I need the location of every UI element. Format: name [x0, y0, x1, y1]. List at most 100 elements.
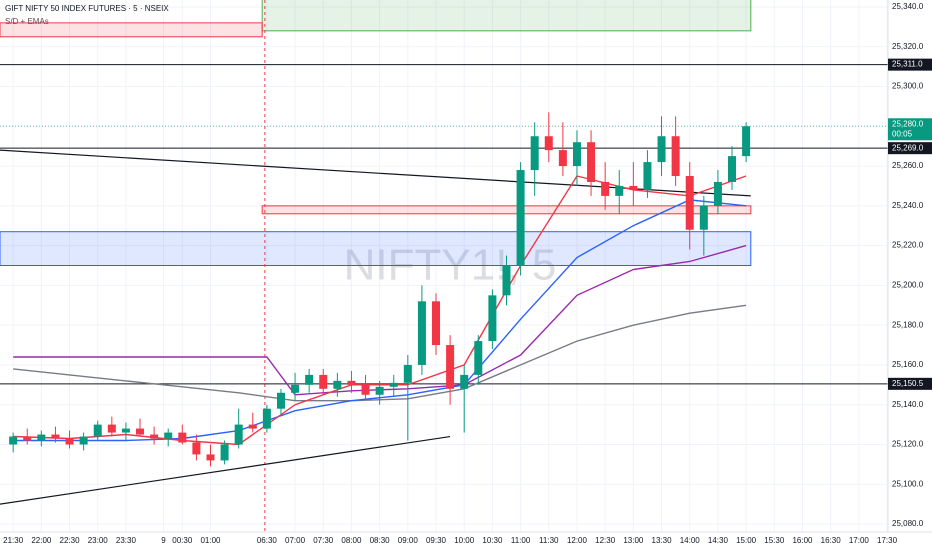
x-tick-label: 12:30: [595, 536, 616, 545]
candle-body: [432, 301, 441, 346]
x-tick-label: 16:00: [792, 536, 813, 545]
x-tick-label: 9: [161, 536, 166, 545]
candle-body: [333, 380, 342, 389]
plot-area: NIFTY1!, 5: [0, 0, 888, 532]
y-tick-label: 25,320.0: [892, 42, 924, 51]
candle-body: [319, 374, 328, 389]
y-tick-label: 25,160.0: [892, 360, 924, 369]
candle-body: [276, 392, 285, 409]
x-tick-label: 23:00: [88, 536, 109, 545]
level-label-bg: [888, 142, 932, 155]
y-tick-label: 25,200.0: [892, 281, 924, 290]
level-label-bg: [888, 377, 932, 390]
candle-body: [107, 424, 116, 433]
candle-body: [291, 384, 300, 393]
y-tick-label: 25,300.0: [892, 82, 924, 91]
zone: [261, 0, 752, 32]
x-tick-label: 10:30: [482, 536, 503, 545]
candle-body: [150, 434, 159, 439]
candle-body: [728, 156, 737, 182]
x-tick-label: 15:00: [736, 536, 757, 545]
y-tick-label: 25,120.0: [892, 440, 924, 449]
zone: [0, 231, 752, 267]
countdown-label: 00:05: [892, 129, 913, 138]
x-tick-label: 09:30: [426, 536, 447, 545]
x-tick-label: 22:30: [60, 536, 81, 545]
candle-body: [572, 142, 581, 167]
candle-body: [234, 424, 243, 445]
candle-body: [403, 364, 412, 383]
last-price-label: 25,280.0: [892, 119, 924, 128]
candle-body: [79, 436, 88, 445]
x-tick-label: 23:30: [116, 536, 137, 545]
level-label: 25,150.5: [892, 379, 924, 388]
candle-body: [417, 301, 426, 365]
candle-body: [474, 341, 483, 375]
x-tick-label: 17:30: [877, 536, 898, 545]
candle-body: [544, 136, 553, 151]
candle-body: [121, 428, 130, 433]
candle-body: [347, 380, 356, 385]
candle-body: [502, 265, 511, 296]
candle-body: [206, 454, 215, 461]
x-tick-label: 12:00: [567, 536, 588, 545]
x-tick-label: 13:00: [623, 536, 644, 545]
zone: [0, 22, 263, 38]
y-tick-label: 25,140.0: [892, 400, 924, 409]
candle-body: [389, 382, 398, 387]
x-tick-label: 22:00: [31, 536, 52, 545]
candle-body: [460, 374, 469, 389]
candle-body: [685, 176, 694, 230]
candle-body: [643, 162, 652, 190]
x-tick-label: 07:30: [313, 536, 334, 545]
candle-body: [248, 424, 257, 429]
y-tick-label: 25,220.0: [892, 241, 924, 250]
level-label: 25,269.0: [892, 143, 924, 152]
trendline: [0, 435, 451, 505]
candle-body: [446, 345, 455, 389]
x-tick-label: 08:00: [341, 536, 362, 545]
x-tick-label: 00:30: [172, 536, 193, 545]
x-tick-label: 10:00: [454, 536, 475, 545]
candle-body: [699, 205, 708, 230]
level-label: 25,311.0: [892, 60, 923, 69]
candle-body: [558, 150, 567, 167]
candle-body: [742, 126, 751, 157]
candle-body: [178, 432, 187, 443]
x-tick-label: 14:30: [708, 536, 729, 545]
x-tick-label: 07:00: [285, 536, 306, 545]
x-tick-label: 21:30: [3, 536, 24, 545]
candle-body: [51, 434, 60, 439]
y-tick-label: 25,340.0: [892, 2, 924, 11]
x-tick-label: 11:30: [539, 536, 559, 545]
candle-body: [23, 436, 32, 441]
candle-body: [9, 436, 18, 445]
chart-title: GIFT NIFTY 50 INDEX FUTURES · 5 · NSEIX: [5, 4, 169, 13]
x-tick-label: 06:30: [257, 536, 278, 545]
candle-body: [713, 181, 722, 206]
y-tick-label: 25,080.0: [892, 519, 924, 528]
candle-body: [587, 142, 596, 182]
candle-body: [136, 428, 145, 435]
x-tick-label: 09:00: [398, 536, 419, 545]
y-tick-label: 25,100.0: [892, 479, 924, 488]
x-tick-label: 14:00: [680, 536, 701, 545]
candle-body: [93, 424, 102, 437]
candle-body: [615, 185, 624, 196]
last-price-bg: [888, 118, 932, 141]
candle-body: [37, 434, 46, 441]
candle-body: [657, 136, 666, 163]
candle-body: [361, 384, 370, 395]
candle-body: [516, 170, 525, 266]
x-tick-label: 08:30: [370, 536, 391, 545]
candle-body: [220, 444, 229, 461]
x-tick-label: 15:30: [764, 536, 785, 545]
candle-body: [671, 136, 680, 177]
candle-body: [192, 442, 201, 455]
x-tick-label: 01:00: [200, 536, 221, 545]
zone: [261, 205, 752, 215]
candle-body: [305, 374, 314, 385]
candle-body: [375, 386, 384, 395]
